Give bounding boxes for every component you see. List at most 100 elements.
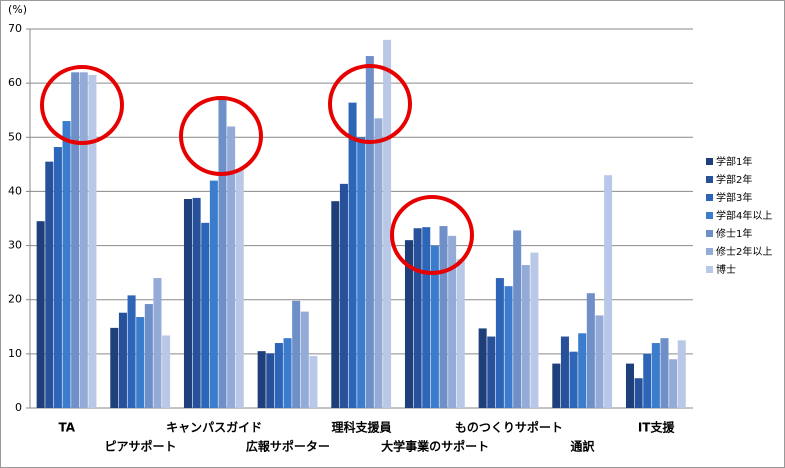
bar [422,227,431,408]
legend-swatch [706,176,713,183]
bar [513,230,522,408]
bar [456,259,465,408]
bar [36,221,45,408]
y-tick-label: 60 [8,76,22,89]
bar [339,183,348,408]
x-tick-label: 大学事業のサポート [381,439,489,454]
bar [521,265,530,408]
bar [586,293,595,408]
legend-swatch [706,158,713,165]
bar [300,311,309,408]
bar [625,363,634,408]
x-tick-label: ものつくりサポート [455,420,563,435]
bar [79,72,88,409]
unit-label: (%) [8,3,27,16]
legend-label: 修士1年 [716,227,752,240]
bar [487,336,496,408]
bar [183,199,192,408]
bar [331,201,340,408]
legend-label: 学部4年以上 [716,209,772,222]
legend-label: 博士 [716,263,736,276]
legend-label: 修士2年以上 [716,245,772,258]
legend-swatch [706,248,713,255]
x-tick-label: 広報サポーター [246,439,330,454]
bar [357,137,366,409]
bar [404,240,413,408]
bar [257,351,266,408]
x-tick-label: 理科支援員 [331,420,391,435]
highlight-circle [179,96,263,176]
legend-swatch [706,212,713,219]
legend-swatch [706,266,713,273]
bar [136,317,145,408]
bar [383,39,392,408]
bar [274,343,283,408]
bar [88,75,97,409]
highlight-circle [328,64,412,144]
bar [192,197,201,408]
bar [552,363,561,408]
bar [365,56,374,408]
bar [530,252,539,408]
x-tick-label: IT支援 [638,420,676,435]
bar [448,235,457,408]
legend-label: 学部1年 [716,155,752,168]
legend-swatch [706,194,713,201]
bar [53,147,62,408]
bar [677,340,686,408]
highlight-circle [40,65,124,145]
bar [283,338,292,408]
bar [595,315,604,408]
bar [110,327,119,408]
y-tick-label: 40 [8,184,22,197]
bar [127,295,136,408]
highlight-circle [390,195,474,275]
bar [292,300,301,408]
bar [495,278,504,408]
bar [162,335,171,408]
bar [643,353,652,408]
bar [578,333,587,408]
bar [669,359,678,408]
bar [569,351,578,408]
bar [439,226,448,408]
y-tick-label: 10 [8,347,22,360]
bar [430,245,439,408]
y-tick-label: 30 [8,239,22,252]
bar [153,278,162,408]
bar [118,312,127,408]
x-tick-label: TA [59,421,76,435]
bar [209,180,218,408]
x-tick-label: 通訳 [570,439,595,454]
bar [348,102,357,409]
bar [266,353,275,408]
bar [560,336,569,408]
bar [201,222,210,408]
y-tick-label: 20 [8,293,22,306]
legend-swatch [706,230,713,237]
bar [478,328,487,408]
x-tick-label: キャンパスガイド [166,420,262,435]
bar [651,343,660,408]
bar [660,338,669,408]
y-tick-label: 50 [8,130,22,143]
bar [218,99,227,408]
bar [374,118,383,408]
bar [62,121,71,409]
bar [634,378,643,408]
x-tick-label: ピアサポート [104,439,176,454]
bar [504,286,513,408]
bar [413,228,422,408]
y-tick-label: 0 [15,401,22,414]
bar [309,356,318,408]
bar [144,304,153,408]
legend-label: 学部2年 [716,173,752,186]
y-tick-label: 70 [8,22,22,35]
bar [235,169,244,408]
bar [604,175,613,408]
legend-label: 学部3年 [716,191,752,204]
bar [227,126,236,408]
bar [45,161,54,408]
